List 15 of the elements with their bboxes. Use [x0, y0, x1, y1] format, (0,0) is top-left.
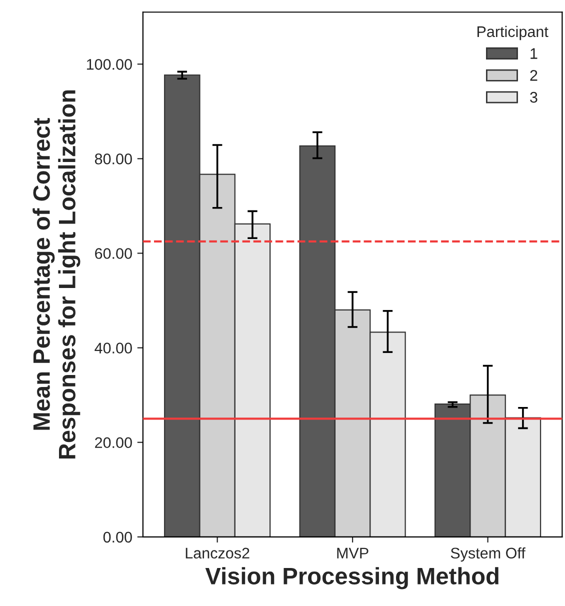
y-tick-label: 20.00 [95, 437, 132, 448]
y-tick-label: 40.00 [94, 342, 132, 354]
y-tick-label: 60.00 [95, 248, 132, 259]
x-tick-label: MVP [337, 548, 368, 558]
x-axis-title: Vision Processing Method [205, 567, 498, 590]
legend-label: 1 [530, 48, 538, 59]
legend-label: 3 [530, 92, 538, 103]
y-tick-label: 100.00 [86, 58, 132, 70]
legend-label: 2 [530, 70, 538, 81]
y-tick-label: 0.00 [103, 532, 132, 543]
x-tick-label: Lanczos2 [186, 548, 250, 559]
y-tick-label: 80.00 [94, 154, 132, 164]
legend-title: Participant [478, 26, 548, 40]
x-tick-label: System Off [450, 547, 526, 562]
y-axis-title: Mean Percentage of Correct Responses for Light Localization [32, 90, 80, 459]
